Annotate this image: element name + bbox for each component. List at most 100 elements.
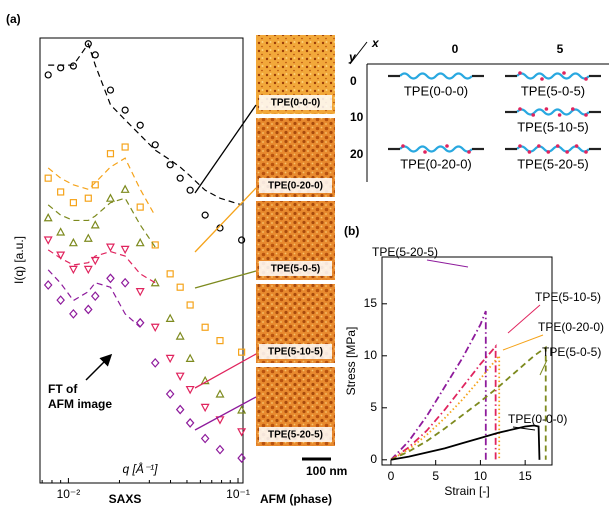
data-point [105,243,115,252]
x-axis-label: q [Å⁻¹] [122,461,158,476]
data-point [106,86,115,94]
data-point [121,143,129,151]
x-tick-label: 5 [432,469,439,483]
row-header: 0 [350,74,357,88]
leader-line [502,334,544,351]
data-point [83,233,93,242]
column-header: 5 [557,42,564,56]
cell-label: TPE(5-10-5) [517,119,589,134]
column-header: 0 [452,42,459,56]
chain-sticker [527,150,532,154]
afm-label: TPE(5-0-5) [271,264,320,275]
data-point [176,174,184,182]
annotation-arrow [85,353,113,381]
data-point [120,245,130,255]
data-point [237,428,247,437]
data-point [43,213,53,222]
afm-label-box [259,261,332,276]
data-point [201,211,209,219]
data-point [166,270,174,278]
data-point [135,288,145,297]
chain-sticker [557,113,562,117]
chain-sticker [565,150,569,154]
afm-label-box [259,344,332,359]
data-point [120,277,130,288]
data-point [69,199,77,207]
data-point [84,40,92,48]
x-tick-label: 10⁻¹ [226,487,250,501]
data-point [238,348,246,356]
data-line [390,344,497,461]
data-point [68,265,78,275]
afm-label-box [259,178,332,193]
data-point [106,273,115,284]
chain-sticker [401,144,405,148]
data-line [390,353,501,461]
cell-label: TPE(5-20-5) [517,156,589,171]
x-axis-label: Strain [-] [444,484,489,498]
data-point [56,295,65,306]
data-point [165,313,175,322]
scale-bar-label: 100 nm [306,464,347,478]
connector-line [194,104,257,194]
curve-label: TPE(0-0-0) [508,412,567,426]
data-line [47,249,156,284]
chain-sticker [423,150,427,154]
connector-line [194,187,257,253]
chain-backbone [516,145,590,153]
data-point [175,331,185,340]
chain-sticker [518,107,522,111]
data-point [175,372,185,381]
data-point [165,354,175,364]
data-point [136,203,144,211]
data-line [47,197,156,248]
footer-label: AFM (phase) [260,492,332,506]
data-point [69,62,77,70]
data-point [201,323,209,331]
data-point [151,241,159,249]
data-point [84,304,93,315]
y-tick-label: 5 [370,400,377,414]
data-point [186,186,194,194]
x-tick-label: 10 [474,469,488,483]
curve-label: TPE(0-20-0) [538,320,604,334]
data-point [215,444,225,455]
data-point [44,174,52,182]
chain-backbone [399,72,473,80]
data-point [121,106,129,114]
data-point [120,184,130,193]
data-point [43,236,53,245]
cell-label: TPE(5-0-5) [521,83,585,98]
data-point [200,403,210,413]
chain-sticker [531,113,535,117]
data-point [56,251,66,260]
data-line [48,42,242,206]
x-tick-label: 10⁻² [57,487,81,501]
connector-line [194,270,257,289]
data-line [390,424,541,461]
afm-label: TPE(0-20-0) [268,181,323,192]
data-point [215,389,225,398]
data-point [237,405,247,414]
data-point [106,150,115,158]
data-point [185,385,195,395]
data-point [185,353,195,362]
axis-letter: y [348,50,357,64]
cell-label: TPE(0-0-0) [404,83,468,98]
panel-label: (a) [6,12,21,26]
annotation: FT of [48,382,78,396]
data-point [56,227,66,236]
data-point [175,404,185,415]
data-point [186,301,194,309]
data-point [69,308,78,319]
table-rule [349,41,368,65]
annotation: AFM image [48,397,112,411]
y-axis-label: Stress [MPa] [344,327,358,396]
leader-line [507,304,541,334]
curve-label: TPE(5-20-5) [372,245,438,259]
chain-sticker [555,144,560,148]
data-point [166,161,174,169]
chain-sticker [574,144,579,148]
afm-label: TPE(5-10-5) [268,347,323,358]
